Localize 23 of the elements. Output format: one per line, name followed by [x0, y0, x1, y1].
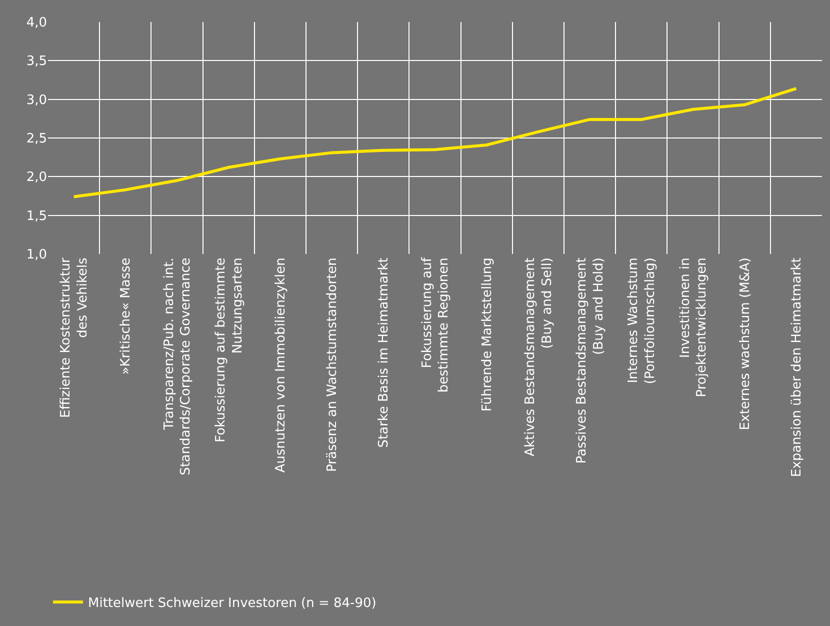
x-tick-label: Investitionen in Projektentwicklungen	[678, 258, 710, 398]
y-tick-label: 3,0	[26, 92, 47, 108]
x-tick-label: Aktives Bestandsmanagement (Buy and Sell)	[522, 258, 555, 456]
x-tick-label: Starke Basis im Heimatmarkt	[376, 258, 392, 448]
x-tick-label: Fokussierung auf bestimmte Nutzungsarten	[213, 258, 246, 442]
x-tick-label: »Kritische« Masse	[118, 258, 134, 375]
x-tick-label: Internes Wachstum (Portfolioumschlag)	[626, 258, 658, 384]
x-tick-label: Externes wachstum (M&A)	[738, 258, 753, 430]
x-tick-label: Passives Bestandsmanagement (Buy and Hold)	[574, 258, 606, 464]
x-tick-label: Effiziente Kostenstruktur des Vehikels	[58, 256, 90, 418]
y-tick-label: 1,0	[26, 248, 47, 263]
legend-label: Mittelwert Schweizer Investoren (n = 84-90)	[88, 596, 376, 612]
x-tick-label: Ausnutzen von Immobilienzyklen	[273, 258, 288, 473]
y-tick-label: 1,5	[26, 208, 47, 224]
x-tick-label: Präsenz an Wachstumstandorten	[325, 258, 340, 472]
x-tick-label: Expansion über den Heimatmarkt	[789, 258, 804, 477]
x-tick-label: Führende Marktstellung	[480, 258, 495, 412]
line-series	[72, 87, 798, 198]
y-tick-label: 2,0	[26, 170, 47, 186]
y-tick-label: 4,0	[26, 16, 47, 31]
x-tick-label: Fokussierung auf bestimmte Regionen	[420, 257, 452, 393]
y-tick-label: 3,5	[26, 54, 47, 70]
y-tick-label: 2,5	[26, 132, 47, 147]
